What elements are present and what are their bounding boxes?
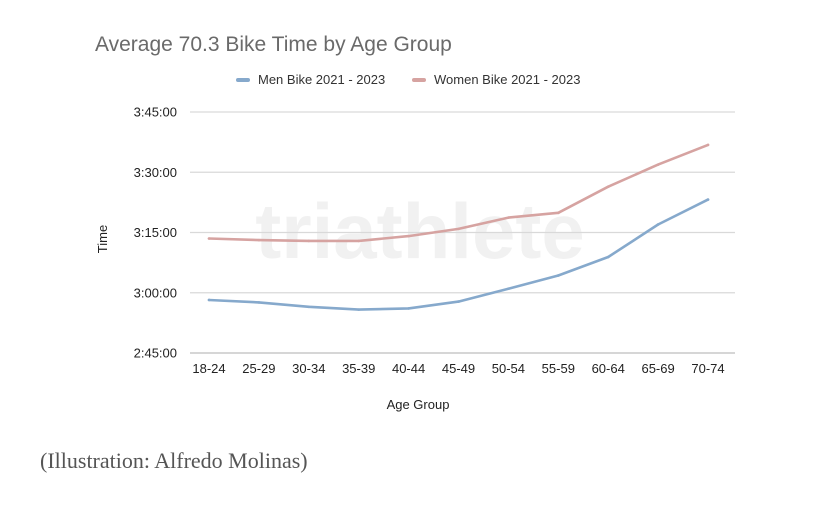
x-tick-label: 65-69: [641, 361, 674, 376]
y-tick-labels: 2:45:00 3:00:00 3:15:00 3:30:00 3:45:00: [134, 105, 177, 361]
caption: (Illustration: Alfredo Molinas): [40, 448, 308, 473]
data-point: [457, 227, 460, 231]
data-point: [357, 239, 361, 243]
grid-lines: [190, 111, 735, 354]
x-tick-label: 30-34: [292, 361, 325, 376]
data-point: [257, 301, 261, 304]
data-point: [357, 308, 361, 311]
watermark-logo: triathlete: [255, 187, 584, 275]
data-point: [656, 163, 660, 166]
data-point: [507, 216, 510, 219]
y-tick-label: 3:15:00: [134, 225, 177, 240]
y-tick-label: 3:45:00: [134, 105, 177, 120]
x-tick-labels: 18-24 25-29 30-34 35-39 40-44 45-49 50-54 55-59…: [192, 361, 724, 376]
legend-item-women: Women Bike 2021 - 2023: [412, 72, 580, 87]
x-tick-label: 70-74: [691, 361, 724, 376]
series-lines: [207, 143, 710, 311]
data-point: [407, 234, 410, 238]
legend-swatch-men: [236, 77, 250, 82]
data-point: [307, 305, 311, 309]
x-axis-label: Age Group: [387, 397, 450, 412]
data-point: [557, 211, 560, 215]
data-point: [656, 223, 660, 226]
x-tick-label: 18-24: [192, 361, 225, 376]
x-tick-label: 45-49: [442, 361, 475, 376]
y-tick-label: 3:00:00: [134, 285, 177, 300]
data-point: [257, 238, 261, 242]
data-point: [457, 300, 460, 303]
data-point: [606, 255, 610, 259]
data-point: [307, 239, 311, 243]
data-point: [706, 143, 710, 147]
data-point: [606, 185, 610, 189]
x-tick-label: 60-64: [592, 361, 625, 376]
data-point: [706, 198, 710, 201]
x-tick-label: 40-44: [392, 361, 425, 376]
x-tick-label: 25-29: [242, 361, 275, 376]
y-axis-label: Time: [95, 225, 110, 253]
x-tick-label: 55-59: [542, 361, 575, 376]
data-point: [207, 298, 211, 302]
legend-swatch-women: [412, 77, 426, 82]
data-point: [207, 237, 211, 240]
x-tick-label: 50-54: [492, 361, 525, 376]
data-point: [407, 307, 410, 310]
data-point: [557, 274, 560, 277]
chart-title: Average 70.3 Bike Time by Age Group: [95, 33, 452, 56]
legend-label-men: Men Bike 2021 - 2023: [258, 72, 386, 87]
legend-label-women: Women Bike 2021 - 2023: [434, 72, 581, 87]
y-tick-label: 2:45:00: [134, 346, 177, 361]
y-tick-label: 3:30:00: [134, 165, 177, 180]
legend-item-men: Men Bike 2021 - 2023: [236, 72, 385, 87]
data-point: [507, 287, 510, 291]
chart-plot: triathlete 2:45:00 3:00:00 3:15:00 3:30:00 3…: [95, 105, 735, 412]
legend: Men Bike 2021 - 2023 Women Bike 2021 - 2…: [0, 72, 828, 90]
x-tick-label: 35-39: [342, 361, 375, 376]
